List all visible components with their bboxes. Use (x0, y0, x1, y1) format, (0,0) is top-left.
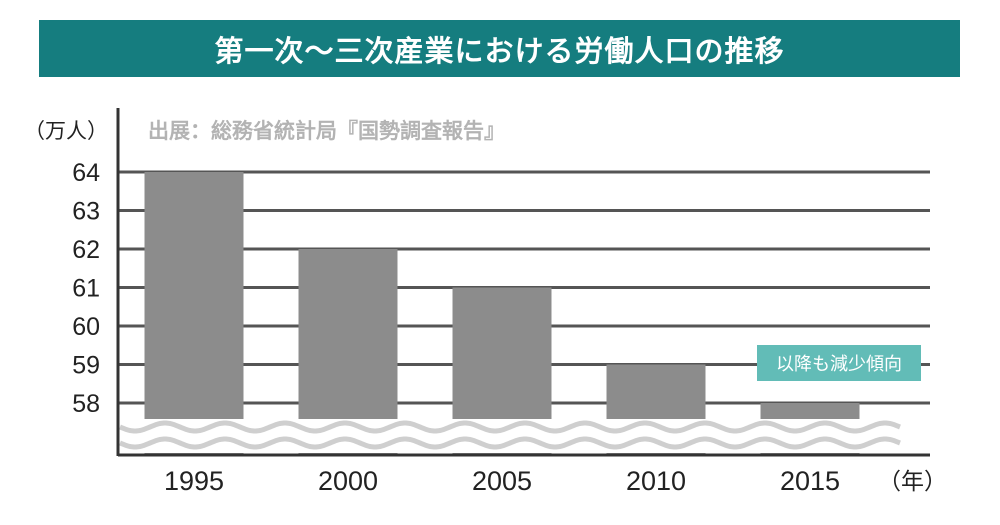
annotation-box (757, 345, 921, 381)
y-tick-label: 58 (72, 390, 100, 418)
x-tick-label: 2000 (318, 466, 378, 496)
y-tick-label: 64 (72, 159, 100, 187)
y-axis-unit-label: （万人） (24, 119, 108, 143)
chart-title: 第一次～三次産業における労働人口の推移 (214, 33, 785, 68)
x-axis-unit-label: （年） (878, 469, 947, 495)
x-tick-label: 2010 (626, 466, 686, 496)
x-tick-label: 1995 (164, 466, 224, 496)
axis-break-wave-upper (119, 420, 901, 434)
chart-title-banner: 第一次～三次産業における労働人口の推移 (39, 20, 960, 77)
y-tick-label: 59 (72, 352, 100, 380)
annotation-label: 以降も減少傾向 (776, 354, 902, 375)
y-tick-label: 62 (72, 236, 100, 264)
y-tick-label: 63 (72, 198, 100, 226)
bar-1995 (144, 172, 244, 455)
source-note: 出展：総務省統計局『国勢調査報告』 (148, 119, 505, 143)
x-tick-label: 2015 (780, 466, 840, 496)
y-tick-label: 60 (72, 313, 100, 341)
y-tick-label: 61 (72, 275, 100, 303)
x-tick-label: 2005 (472, 466, 532, 496)
axis-break-wave-lower (119, 436, 901, 450)
